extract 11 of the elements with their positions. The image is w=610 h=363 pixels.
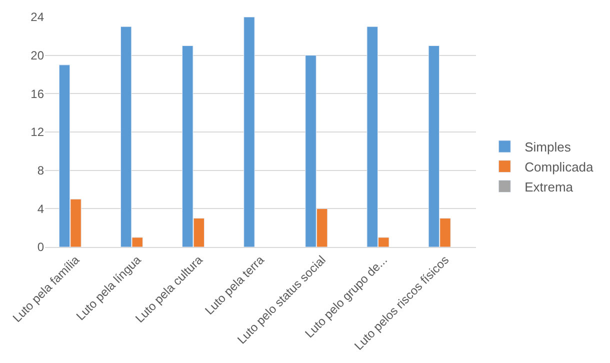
legend-label: Complicada [524,159,594,174]
legend-label: Extrema [524,179,574,194]
y-tick-label: 20 [30,48,44,63]
y-tick-label: 12 [30,125,44,140]
bar [244,17,255,247]
y-tick-label: 16 [30,86,44,101]
y-tick-label: 4 [37,202,44,216]
legend-label: Simples [524,140,572,155]
y-tick-label: 0 [37,240,44,254]
y-tick-label: 24 [30,10,44,24]
y-tick-label: 8 [37,164,44,178]
